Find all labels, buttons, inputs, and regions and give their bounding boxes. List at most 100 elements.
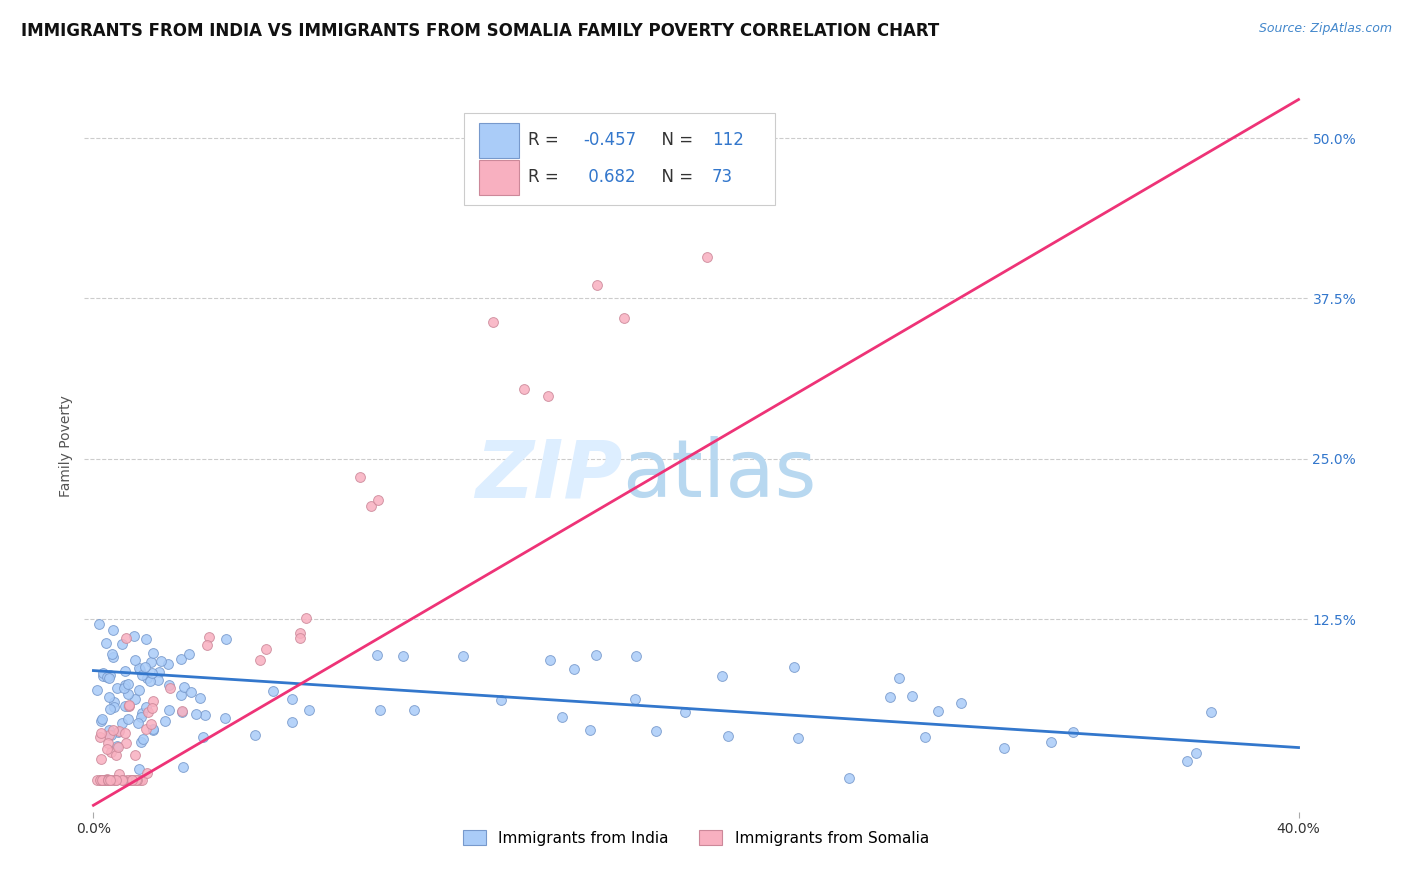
Text: N =: N = bbox=[651, 169, 699, 186]
Point bbox=[89, 617, 111, 632]
Text: 0.682: 0.682 bbox=[583, 169, 636, 186]
Point bbox=[451, 649, 474, 664]
Point bbox=[90, 714, 112, 729]
Point bbox=[96, 670, 118, 684]
Point bbox=[1184, 747, 1206, 761]
Point bbox=[626, 648, 648, 663]
Point bbox=[114, 678, 136, 692]
Point bbox=[112, 681, 135, 695]
Point bbox=[117, 772, 139, 787]
Point bbox=[89, 772, 111, 787]
Point bbox=[170, 689, 193, 703]
Point bbox=[262, 684, 284, 698]
Point bbox=[128, 772, 150, 787]
Text: atlas: atlas bbox=[623, 436, 817, 515]
Point bbox=[124, 652, 146, 666]
Point bbox=[281, 714, 304, 729]
Point bbox=[249, 653, 271, 667]
Point bbox=[89, 730, 111, 744]
Point bbox=[111, 715, 134, 730]
Point bbox=[100, 772, 122, 787]
Point bbox=[105, 747, 128, 762]
Point bbox=[97, 772, 120, 787]
Point bbox=[1039, 735, 1062, 749]
Point bbox=[295, 611, 318, 625]
Point bbox=[215, 632, 238, 646]
Point bbox=[135, 671, 157, 685]
Point bbox=[103, 723, 125, 737]
Point bbox=[513, 383, 536, 397]
Point bbox=[98, 772, 121, 787]
Point bbox=[103, 700, 125, 714]
Point bbox=[173, 680, 195, 694]
Point bbox=[914, 730, 936, 744]
Point bbox=[1062, 724, 1084, 739]
Point bbox=[1199, 705, 1222, 719]
Point bbox=[96, 742, 118, 756]
Point bbox=[90, 772, 112, 787]
Point bbox=[120, 772, 142, 787]
Point bbox=[100, 728, 122, 742]
Point bbox=[96, 772, 118, 787]
Point bbox=[214, 711, 236, 725]
Point bbox=[101, 624, 124, 638]
Point bbox=[131, 772, 153, 787]
Point bbox=[172, 705, 194, 719]
Point bbox=[132, 732, 155, 747]
Point bbox=[125, 772, 148, 787]
Point bbox=[111, 637, 134, 651]
Point bbox=[195, 638, 218, 652]
Point bbox=[950, 696, 973, 710]
Point bbox=[562, 662, 585, 676]
Point bbox=[104, 772, 127, 787]
Point bbox=[586, 278, 609, 293]
Point bbox=[100, 745, 122, 759]
Text: IMMIGRANTS FROM INDIA VS IMMIGRANTS FROM SOMALIA FAMILY POVERTY CORRELATION CHAR: IMMIGRANTS FROM INDIA VS IMMIGRANTS FROM… bbox=[21, 22, 939, 40]
Point bbox=[579, 723, 602, 737]
Text: -0.457: -0.457 bbox=[583, 131, 637, 149]
Point bbox=[659, 118, 682, 132]
Point bbox=[696, 251, 718, 265]
Point bbox=[114, 664, 136, 678]
Point bbox=[993, 740, 1015, 755]
Point bbox=[105, 739, 128, 753]
Point bbox=[97, 728, 120, 742]
Point bbox=[135, 699, 157, 714]
Point bbox=[131, 668, 153, 682]
Point bbox=[1175, 754, 1198, 768]
Point bbox=[146, 673, 169, 687]
Point bbox=[180, 684, 202, 698]
Point bbox=[616, 118, 638, 132]
Point bbox=[97, 723, 120, 738]
Point bbox=[149, 654, 172, 668]
Point bbox=[879, 690, 901, 704]
Point bbox=[135, 723, 157, 737]
Point bbox=[90, 772, 112, 787]
Point bbox=[367, 492, 389, 507]
Point bbox=[298, 703, 321, 717]
Point bbox=[191, 730, 214, 744]
Point bbox=[90, 752, 112, 766]
Point bbox=[131, 706, 153, 720]
Point bbox=[127, 716, 149, 731]
Point bbox=[97, 772, 120, 787]
Y-axis label: Family Poverty: Family Poverty bbox=[59, 395, 73, 497]
Point bbox=[153, 714, 176, 729]
Point bbox=[115, 736, 138, 750]
Point bbox=[117, 699, 139, 714]
Point bbox=[697, 118, 720, 132]
Point bbox=[392, 648, 415, 663]
Point bbox=[114, 631, 136, 645]
Point bbox=[129, 735, 152, 749]
Point bbox=[787, 731, 810, 745]
Point bbox=[107, 767, 129, 781]
Point bbox=[194, 707, 217, 722]
Point bbox=[148, 665, 170, 679]
Point bbox=[129, 710, 152, 724]
Point bbox=[105, 772, 128, 787]
Point bbox=[128, 683, 150, 698]
Point bbox=[402, 703, 425, 717]
Point bbox=[177, 647, 200, 661]
Point bbox=[887, 672, 910, 686]
Point bbox=[103, 695, 125, 709]
